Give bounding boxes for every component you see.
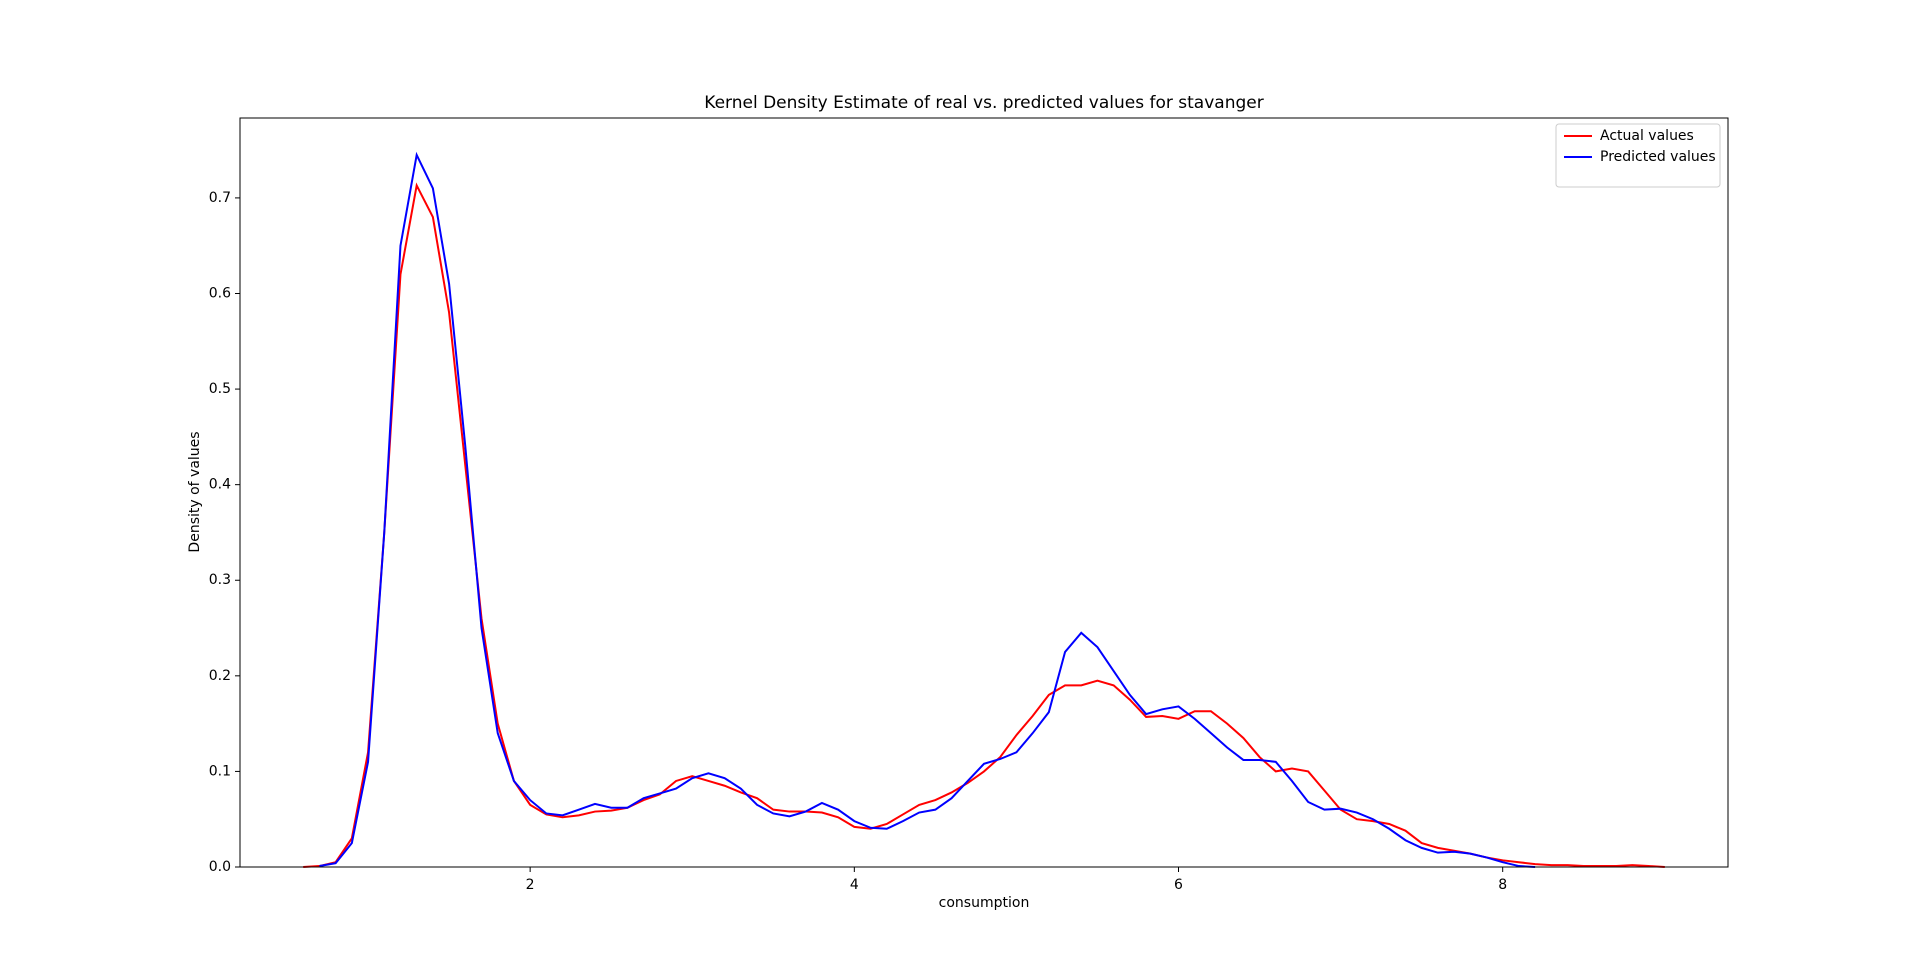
plot-frame [239,117,1729,868]
y-tick-label: 0.2 [209,668,231,684]
y-tick-label: 0.6 [209,285,231,301]
y-tick-label: 0.1 [209,763,231,779]
y-axis-label: Density of values [187,431,203,552]
x-tick-label: 2 [526,877,535,893]
legend-box [1555,123,1721,188]
x-tick-label: 6 [1174,877,1183,893]
x-tick-label: 8 [1498,877,1507,893]
series-line [319,151,1536,868]
legend-label: Predicted values [1600,149,1716,165]
y-tick-label: 0.0 [209,859,231,875]
x-axis-label: consumption [939,895,1030,911]
y-tick-label: 0.4 [209,477,231,493]
x-tick-label: 4 [850,877,859,893]
y-tick-label: 0.3 [209,572,231,588]
series-line [303,182,1665,868]
y-tick-label: 0.7 [209,190,231,206]
chart-title: Kernel Density Estimate of real vs. pred… [704,93,1263,113]
legend-label: Actual values [1600,128,1694,144]
y-tick-label: 0.5 [209,381,231,397]
